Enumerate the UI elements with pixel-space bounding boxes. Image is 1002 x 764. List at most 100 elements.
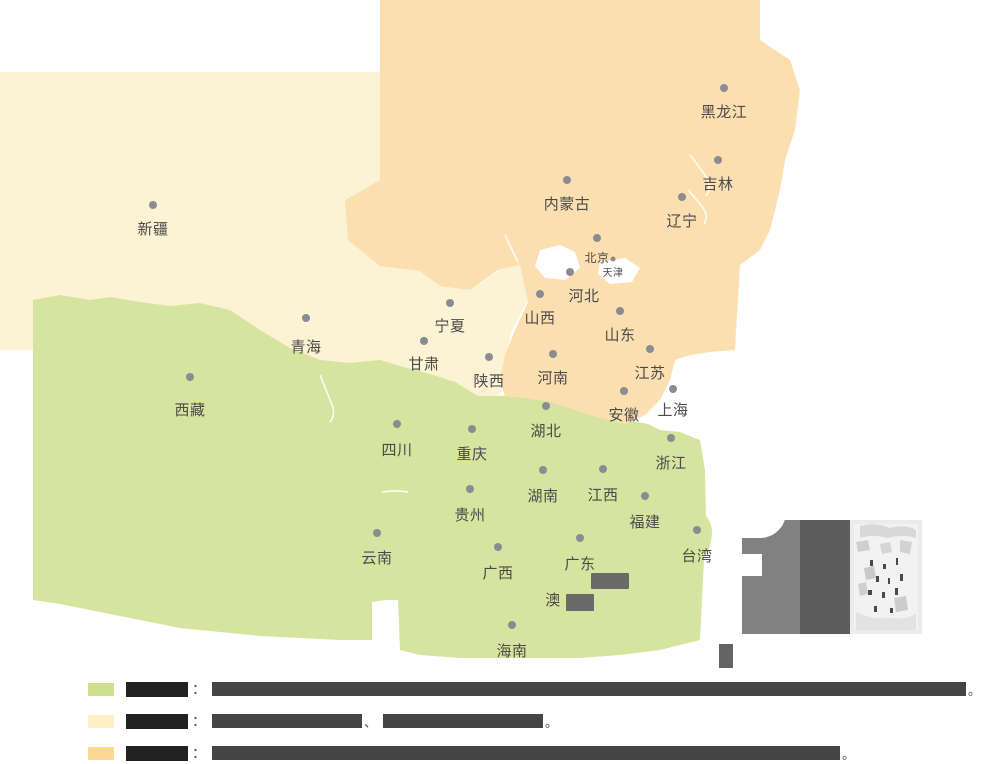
province-label: 上海 xyxy=(657,401,689,419)
province-marker-dot xyxy=(693,526,701,534)
sea-inlet xyxy=(598,258,640,284)
region-green xyxy=(33,295,706,658)
province-marker-dot xyxy=(466,485,474,493)
province-label: 重庆 xyxy=(456,445,488,463)
legend-swatch-cream xyxy=(88,714,114,728)
province-label: 湖北 xyxy=(530,422,562,440)
province-label: 福建 xyxy=(629,513,661,531)
province-label: 河南 xyxy=(537,369,569,387)
island-taiwan xyxy=(696,512,712,556)
province-marker-dot xyxy=(446,299,454,307)
region-cream xyxy=(0,0,528,400)
province-marker-dot xyxy=(186,373,194,381)
province-marker-dot xyxy=(610,256,616,262)
province-marker-dot xyxy=(720,84,728,92)
province-marker-dot xyxy=(599,465,607,473)
legend-tail-2a: 、 xyxy=(364,715,378,731)
province-label: 河北 xyxy=(568,287,600,305)
province-marker-dot xyxy=(420,337,428,345)
province-marker-dot xyxy=(593,234,601,242)
legend-tail-2b: 。 xyxy=(545,715,559,731)
inset-thumbnail-svg xyxy=(850,520,922,634)
legend-colon-3: ： xyxy=(192,746,206,762)
map-regions-svg xyxy=(0,0,800,658)
province-label: 青海 xyxy=(290,338,322,356)
province-marker-dot xyxy=(468,425,476,433)
province-marker-dot xyxy=(646,345,654,353)
legend-category-redacted-3 xyxy=(126,745,188,761)
redacted-map-label xyxy=(591,573,629,589)
province-label: 安徽 xyxy=(608,406,640,424)
province-marker-dot xyxy=(302,314,310,322)
province-marker-dot xyxy=(667,434,675,442)
province-label-partial: 澳 xyxy=(545,591,561,609)
region-orange xyxy=(345,0,800,424)
province-marker-dot xyxy=(542,402,550,410)
province-label: 吉林 xyxy=(702,175,734,193)
province-label: 广东 xyxy=(564,555,596,573)
province-label: 云南 xyxy=(361,549,393,567)
legend-category-redacted-2 xyxy=(126,713,188,729)
redacted-map-label xyxy=(566,594,594,611)
border-line-3 xyxy=(319,374,335,423)
legend-swatch-orange xyxy=(88,746,114,760)
province-marker-dot xyxy=(563,176,571,184)
province-marker-dot xyxy=(549,350,557,358)
province-label: 天津 xyxy=(602,268,624,279)
legend-body-redacted-2a xyxy=(212,714,362,728)
province-marker-dot xyxy=(508,621,516,629)
province-marker-dot xyxy=(373,529,381,537)
province-label: 西藏 xyxy=(174,401,206,419)
legend-colon-2: ： xyxy=(192,714,206,730)
legend-tail-3: 。 xyxy=(842,747,856,763)
province-label: 黑龙江 xyxy=(700,103,748,121)
province-label: 江西 xyxy=(587,486,619,504)
border-line-1 xyxy=(689,154,710,197)
province-label: 辽宁 xyxy=(666,212,698,230)
province-marker-dot xyxy=(669,385,677,393)
province-label: 湖南 xyxy=(527,487,559,505)
province-label: 山西 xyxy=(524,309,556,327)
border-line-2 xyxy=(687,189,707,225)
province-label: 海南 xyxy=(496,642,528,660)
legend-category-redacted-1 xyxy=(126,681,188,697)
province-label: 甘肃 xyxy=(408,355,440,373)
province-marker-dot xyxy=(678,193,686,201)
inset-map-thumbnail xyxy=(850,520,922,634)
map-legend: ： 。 ： 、 。 ： 。 xyxy=(0,678,1002,764)
legend-body-redacted-1 xyxy=(212,682,966,696)
province-marker-dot xyxy=(393,420,401,428)
province-label: 内蒙古 xyxy=(543,195,591,213)
province-marker-dot xyxy=(485,353,493,361)
province-marker-dot xyxy=(494,543,502,551)
legend-swatch-green xyxy=(88,682,114,696)
province-label: 江苏 xyxy=(634,364,666,382)
border-line-5 xyxy=(504,234,519,263)
province-label: 贵州 xyxy=(454,506,486,524)
legend-colon-1: ： xyxy=(192,682,206,698)
province-marker-dot xyxy=(616,307,624,315)
china-choropleth-map: 黑龙江 吉林 辽宁 内蒙古 新疆 北京 天津 河北 山西 山东 宁夏 青海 甘肃 陕西 河南 江苏 安徽 上海 西藏… xyxy=(0,0,922,668)
legend-body-redacted-3 xyxy=(212,746,840,760)
legend-row-cream: ： 、 。 xyxy=(88,710,558,732)
inset-shape-dark xyxy=(800,520,850,634)
province-marker-dot xyxy=(620,387,628,395)
legend-row-green: ： 。 xyxy=(88,678,981,700)
province-label: 北京 xyxy=(584,251,610,265)
province-marker-dot xyxy=(566,268,574,276)
province-label: 四川 xyxy=(381,441,413,459)
province-marker-dot xyxy=(714,156,722,164)
province-marker-dot xyxy=(149,201,157,209)
province-label: 台湾 xyxy=(681,547,713,565)
province-label: 陕西 xyxy=(473,372,505,390)
province-marker-dot xyxy=(536,290,544,298)
south-china-sea-inset xyxy=(742,512,922,634)
legend-row-orange: ： 。 xyxy=(88,742,855,764)
province-label: 山东 xyxy=(604,326,636,344)
province-marker-dot xyxy=(576,534,584,542)
legend-tail-1: 。 xyxy=(968,683,982,699)
province-label: 浙江 xyxy=(655,454,687,472)
province-marker-dot xyxy=(641,492,649,500)
province-label: 宁夏 xyxy=(434,317,466,335)
province-label: 广西 xyxy=(482,564,514,582)
